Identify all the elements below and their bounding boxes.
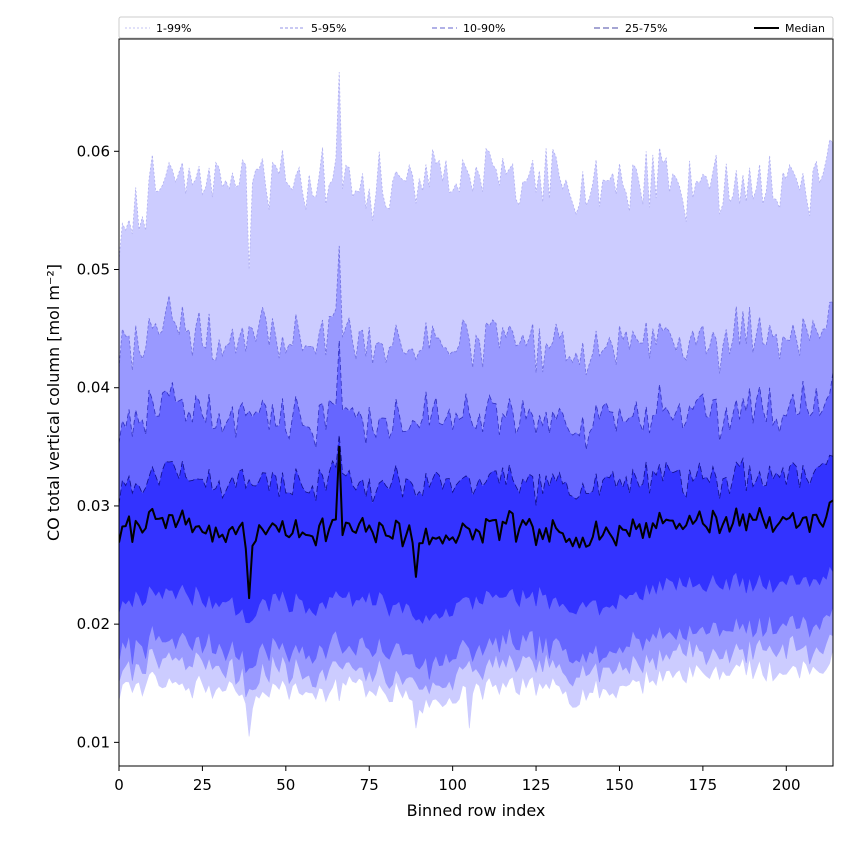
- x-tick-label: 150: [605, 776, 634, 794]
- legend-label: 1-99%: [156, 22, 191, 35]
- y-tick-label: 0.01: [77, 733, 110, 751]
- y-tick-label: 0.05: [77, 261, 110, 279]
- x-axis-label: Binned row index: [407, 801, 546, 820]
- x-tick-label: 0: [114, 776, 124, 794]
- legend-label: Median: [785, 22, 825, 35]
- y-tick-label: 0.04: [77, 379, 110, 397]
- legend-item-5-95%: 5-95%: [280, 22, 346, 35]
- x-tick-label: 75: [360, 776, 379, 794]
- y-axis-label: CO total vertical column [mol m⁻²]: [44, 264, 63, 541]
- legend-label: 5-95%: [311, 22, 346, 35]
- y-tick-label: 0.03: [77, 497, 110, 515]
- legend-label: 25-75%: [625, 22, 667, 35]
- legend-item-Median: Median: [754, 22, 825, 35]
- legend-item-10-90%: 10-90%: [432, 22, 505, 35]
- band-25-75%-lower-edge: [119, 565, 833, 624]
- plot-frame: [118, 38, 834, 767]
- x-tick-label: 50: [276, 776, 295, 794]
- y-axis: 0.01 0.02 0.03 0.04 0.05 0.06: [77, 142, 119, 751]
- x-tick-label: 25: [193, 776, 212, 794]
- x-tick-label: 100: [438, 776, 467, 794]
- legend-box: [118, 16, 834, 39]
- legend-label: 10-90%: [463, 22, 505, 35]
- legend-item-1-99%: 1-99%: [125, 22, 191, 35]
- x-axis: 0 25 50 75 100 125 150 175 200: [114, 766, 801, 794]
- median-line: [119, 445, 833, 600]
- band-10-90%-lower-edge: [119, 606, 833, 680]
- x-tick-label: 175: [689, 776, 718, 794]
- legend: 1-99% 5-95% 10-90% 25-75% Median: [118, 16, 834, 39]
- band-10-90%-upper-edge: [119, 340, 833, 450]
- plot-area: [119, 72, 833, 737]
- x-tick-label: 200: [772, 776, 801, 794]
- y-tick-label: 0.06: [77, 142, 110, 160]
- band-1-99%-lower-edge: [119, 648, 833, 737]
- band-5-95%-lower-edge: [119, 633, 833, 698]
- band-5-95%-upper-edge: [119, 245, 833, 376]
- x-tick-label: 125: [522, 776, 551, 794]
- y-tick-label: 0.02: [77, 615, 110, 633]
- legend-item-25-75%: 25-75%: [594, 22, 667, 35]
- band-25-75%-upper-edge: [119, 434, 833, 506]
